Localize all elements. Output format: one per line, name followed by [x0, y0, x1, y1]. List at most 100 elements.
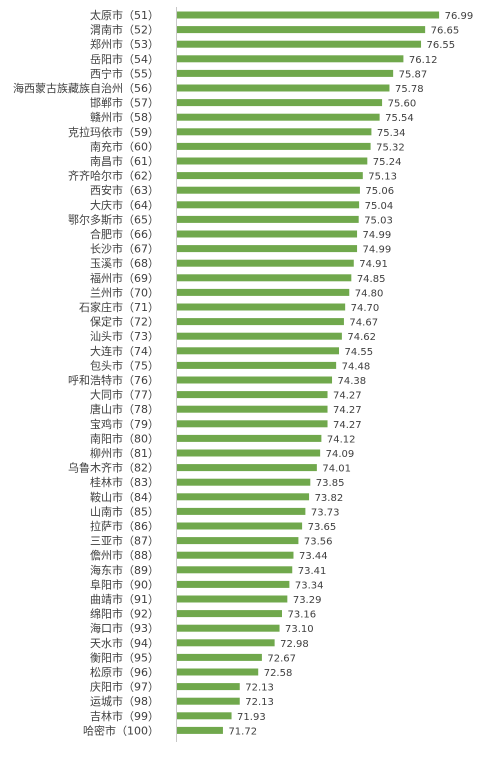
category-label: 太原市（51） — [90, 8, 159, 22]
category-label: 阜阳市（90） — [90, 577, 159, 591]
value-label: 74.62 — [347, 332, 376, 343]
value-label: 75.87 — [399, 69, 428, 80]
category-label: 拉萨市（86） — [90, 519, 159, 533]
bar — [177, 566, 293, 574]
category-label: 兰州市（70） — [90, 285, 159, 299]
category-label: 长沙市（67） — [90, 242, 159, 256]
value-label: 72.98 — [280, 639, 309, 650]
category-label: 海西蒙古族藏族自治州（56） — [13, 81, 159, 95]
category-label: 渭南市（52） — [90, 23, 159, 37]
category-label: 西安市（63） — [90, 183, 159, 197]
category-label: 天水市（94） — [90, 636, 159, 650]
bar — [177, 186, 360, 194]
value-label: 73.85 — [316, 478, 345, 489]
category-label: 三亚市（87） — [90, 534, 159, 548]
bar — [177, 464, 317, 472]
bar — [177, 522, 303, 530]
value-label: 75.78 — [395, 84, 424, 95]
category-label: 合肥市（66） — [90, 227, 159, 241]
bar — [177, 668, 259, 676]
category-label: 南昌市（61） — [90, 154, 159, 168]
value-label: 71.93 — [237, 712, 266, 723]
value-label: 75.60 — [388, 99, 417, 110]
category-label: 儋州市（88） — [90, 548, 159, 562]
value-label: 74.09 — [326, 449, 355, 460]
category-label: 石家庄市（71） — [79, 300, 159, 314]
value-label: 75.06 — [365, 186, 394, 197]
bar — [177, 40, 422, 48]
category-label: 克拉玛依市（59） — [68, 125, 159, 139]
bar — [177, 478, 311, 486]
value-label: 74.67 — [349, 318, 378, 329]
value-label: 74.27 — [333, 405, 362, 416]
value-label: 73.10 — [285, 624, 314, 635]
bar — [177, 84, 390, 92]
value-label: 73.65 — [308, 522, 337, 533]
value-label: 73.82 — [315, 493, 344, 504]
bar — [177, 288, 350, 296]
bar — [177, 683, 240, 691]
category-label: 西宁市（55） — [90, 66, 159, 80]
bar — [177, 434, 322, 442]
bar — [177, 245, 358, 253]
value-label: 75.03 — [364, 215, 393, 226]
value-label: 76.55 — [427, 40, 456, 51]
category-label: 海东市（89） — [90, 563, 159, 577]
category-label: 福州市（69） — [90, 271, 159, 285]
value-label: 74.01 — [322, 464, 351, 475]
value-label: 74.99 — [363, 230, 392, 241]
category-label: 大庆市（64） — [90, 198, 159, 212]
bar — [177, 142, 371, 150]
category-label: 保定市（72） — [90, 315, 159, 329]
category-label: 柳州市（81） — [90, 446, 159, 460]
category-label: 海口市（93） — [90, 621, 159, 635]
bar — [177, 215, 359, 223]
bar — [177, 697, 240, 705]
bar — [177, 420, 328, 428]
category-label: 绵阳市（92） — [90, 607, 159, 621]
bar — [177, 595, 288, 603]
bar — [177, 157, 368, 165]
bar — [177, 653, 262, 661]
category-label: 唐山市（78） — [90, 402, 159, 416]
bar — [177, 726, 223, 734]
bar — [177, 376, 333, 384]
category-label: 庆阳市（97） — [90, 680, 159, 694]
bar — [177, 201, 360, 209]
bar — [177, 507, 306, 515]
value-label: 76.65 — [431, 26, 460, 37]
category-label: 汕头市（73） — [90, 329, 159, 343]
bar — [177, 69, 394, 77]
bar — [177, 391, 328, 399]
value-label: 75.13 — [368, 172, 397, 183]
bar — [177, 113, 380, 121]
bars-group — [177, 11, 440, 734]
category-label: 郑州市（53） — [90, 37, 159, 51]
bar — [177, 55, 404, 63]
category-label: 鄂尔多斯市（65） — [68, 212, 159, 226]
bar — [177, 172, 363, 180]
value-label: 74.85 — [357, 274, 386, 285]
category-label: 宝鸡市（79） — [90, 417, 159, 431]
bar — [177, 610, 282, 618]
value-label: 74.99 — [363, 245, 392, 256]
value-label: 75.34 — [377, 128, 406, 139]
value-label: 75.54 — [385, 113, 414, 124]
bar — [177, 274, 352, 282]
bar — [177, 580, 290, 588]
value-label: 74.12 — [327, 434, 356, 445]
category-label: 邯郸市（57） — [90, 96, 159, 110]
bar — [177, 303, 346, 311]
bar — [177, 11, 440, 19]
category-label: 岳阳市（54） — [90, 52, 159, 66]
bar — [177, 639, 275, 647]
bar — [177, 99, 383, 107]
value-label: 72.58 — [264, 668, 293, 679]
value-label: 74.91 — [359, 259, 388, 270]
category-label: 呼和浩特市（76） — [68, 373, 159, 387]
category-label: 曲靖市（91） — [90, 592, 159, 606]
value-labels-group: 76.99 76.65 76.55 76.12 75.87 75.78 75.60 75.54… — [228, 11, 473, 737]
value-label: 72.13 — [245, 697, 274, 708]
value-label: 74.80 — [355, 288, 384, 299]
